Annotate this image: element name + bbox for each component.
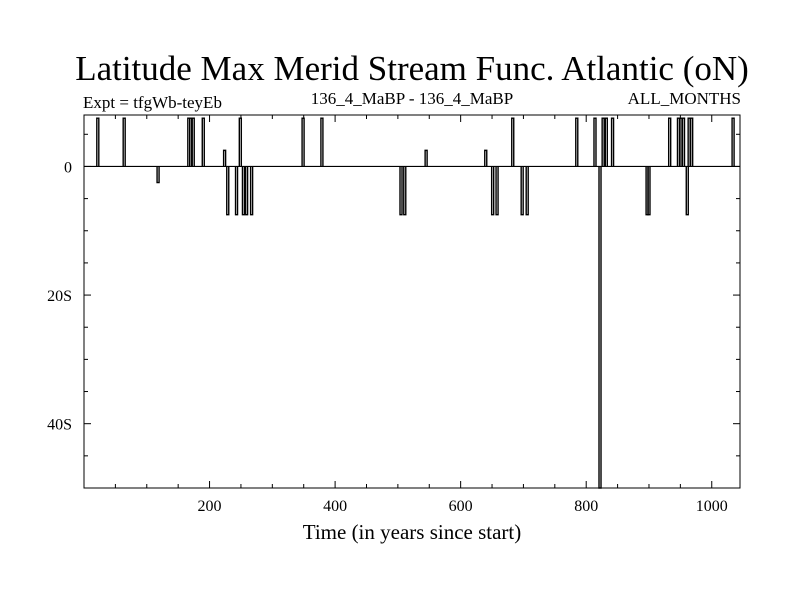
data-spike: [679, 117, 683, 167]
data-spike: [601, 117, 605, 167]
y-tick-label: 40S: [47, 417, 72, 434]
data-spike: [484, 149, 488, 167]
x-tick-label: 400: [323, 498, 347, 515]
data-spike: [575, 117, 579, 167]
data-spike: [520, 166, 524, 216]
comparison-label: 136_4_MaBP - 136_4_MaBP: [311, 89, 513, 108]
data-spike: [234, 166, 239, 216]
data-spike: [647, 166, 651, 216]
y-axis-ticks: 0 20S 40S: [47, 133, 740, 489]
data-spike: [96, 117, 100, 167]
chart-title: Latitude Max Merid Stream Func. Atlantic…: [75, 49, 749, 88]
data-spike: [598, 166, 602, 489]
data-spike: [495, 166, 499, 216]
data-spike: [191, 117, 195, 167]
data-spike: [249, 166, 254, 216]
data-spike: [320, 117, 324, 167]
data-spike: [241, 166, 246, 216]
data-spike: [399, 166, 403, 216]
x-tick-label: 600: [449, 498, 473, 515]
data-spike: [244, 166, 249, 216]
data-series: [96, 117, 735, 489]
data-spike: [731, 117, 735, 167]
experiment-label: Expt = tfgWb-teyEb: [83, 93, 222, 112]
y-tick-label: 0: [64, 159, 72, 176]
data-spike: [610, 117, 615, 167]
data-spike: [226, 166, 230, 216]
data-spike: [189, 117, 193, 167]
x-tick-label: 200: [198, 498, 222, 515]
data-spike: [122, 117, 126, 167]
data-spike: [490, 166, 495, 216]
data-spike: [685, 166, 689, 216]
data-spike: [604, 117, 608, 167]
data-spike: [511, 117, 515, 167]
data-spike: [238, 117, 243, 167]
data-spike: [593, 117, 597, 167]
x-tick-label: 1000: [696, 498, 728, 515]
data-spike: [525, 166, 529, 216]
data-spike: [424, 149, 428, 167]
data-spike: [222, 149, 227, 167]
y-tick-label: 20S: [47, 288, 72, 305]
x-axis-label: Time (in years since start): [303, 520, 522, 544]
data-spike: [301, 117, 305, 167]
data-spike: [156, 166, 160, 184]
x-axis-ticks: 200 400 600 800 1000: [83, 115, 728, 515]
data-spike: [667, 117, 672, 167]
data-spike: [201, 117, 205, 167]
data-spike: [403, 166, 407, 216]
plot-frame: [83, 114, 741, 489]
data-spike: [681, 117, 686, 167]
data-spike: [687, 117, 691, 167]
months-label: ALL_MONTHS: [628, 89, 741, 108]
data-spike: [676, 117, 681, 167]
data-spike: [689, 117, 694, 167]
x-tick-label: 800: [574, 498, 598, 515]
